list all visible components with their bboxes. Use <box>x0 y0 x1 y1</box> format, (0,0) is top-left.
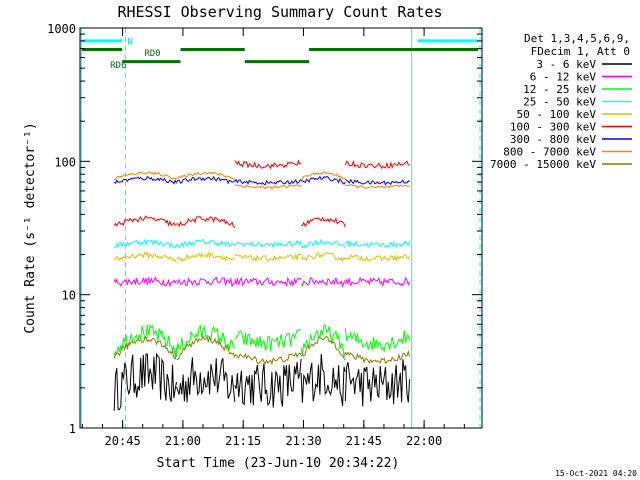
y-tick-label: 1 <box>69 422 76 436</box>
x-axis-label: Start Time (23-Jun-10 20:34:22) <box>157 456 400 471</box>
series-line-4-segment-5 <box>344 239 411 248</box>
series-line-3-segment-3 <box>234 328 302 352</box>
series-line-6-segment-3 <box>234 159 302 170</box>
series-line-1-segment-5 <box>344 359 411 407</box>
series-line-1-segment-1 <box>113 352 177 411</box>
series-line-5-segment-4 <box>300 252 346 263</box>
series-line-7-segment-4 <box>301 175 346 185</box>
series-line-4-segment-4 <box>300 238 346 249</box>
series-line-7-segment-5 <box>345 178 410 186</box>
series-line-2-segment-2 <box>176 276 236 288</box>
legend-header-line-1: Det 1,3,4,5,6,9, <box>524 32 630 45</box>
series-line-1-segment-4 <box>300 354 346 407</box>
series-line-8-segment-2 <box>176 171 236 180</box>
series-line-1-segment-3 <box>234 358 302 408</box>
series-line-7-segment-2 <box>176 175 236 185</box>
series-line-2-segment-5 <box>344 276 411 288</box>
legend-label-3: 12 - 25 keV <box>523 83 596 96</box>
legend-label-4: 25 - 50 keV <box>523 96 596 109</box>
annotation-rd0: RD0 <box>144 49 160 59</box>
plot-frame <box>79 27 483 429</box>
series-line-9-segment-3 <box>234 352 302 366</box>
series-line-4-segment-2 <box>176 238 236 249</box>
x-tick-label: 21:15 <box>225 434 261 448</box>
series-line-5-segment-1 <box>113 251 177 263</box>
series-line-7-segment-1 <box>113 176 177 185</box>
series-line-6-segment-1 <box>113 215 177 227</box>
series-line-5-segment-5 <box>344 253 411 262</box>
legend-label-2: 6 - 12 keV <box>530 71 597 84</box>
series-line-3-segment-2 <box>176 324 235 357</box>
series-line-2-segment-4 <box>300 276 346 288</box>
series-line-2-segment-1 <box>113 276 177 288</box>
series-line-6-segment-5 <box>344 159 410 170</box>
annotation-n: N <box>127 38 132 48</box>
series-line-9-segment-1 <box>113 335 177 360</box>
series-line-3-segment-1 <box>113 323 177 357</box>
series-line-9-segment-5 <box>344 349 411 365</box>
series-line-5-segment-2 <box>176 250 236 262</box>
series-line-9-segment-4 <box>300 335 346 361</box>
legend-label-5: 50 - 100 keV <box>517 108 597 121</box>
x-tick-label: 21:30 <box>285 434 321 448</box>
series-line-8-segment-4 <box>300 171 346 181</box>
series-line-6-segment-2 <box>176 215 236 229</box>
x-tick-label: 20:45 <box>105 434 141 448</box>
series-line-8-segment-1 <box>114 171 177 181</box>
series-line-4-segment-3 <box>234 239 302 250</box>
legend-label-8: 800 - 7000 keV <box>503 146 596 159</box>
series-line-4-segment-1 <box>113 238 177 249</box>
x-tick-label: 21:00 <box>165 434 201 448</box>
data-layer: N RD0 RD6 <box>80 28 481 428</box>
legend-label-7: 300 - 800 keV <box>510 133 596 146</box>
footer-timestamp: 15-Oct-2021 04:20 <box>555 469 637 478</box>
y-axis-label: Count Rate (s⁻¹ detector⁻¹) <box>23 122 38 333</box>
legend-header-line-2: FDecim 1, Att 0 <box>531 45 630 58</box>
x-tick-label: 22:00 <box>406 434 442 448</box>
series-line-7-segment-3 <box>234 178 302 186</box>
legend-label-1: 3 - 6 keV <box>536 58 596 71</box>
legend: Det 1,3,4,5,6,9, FDecim 1, Att 0 3 - 6 k… <box>490 32 632 171</box>
y-tick-label: 10 <box>62 289 76 303</box>
series-line-9-segment-2 <box>176 334 236 361</box>
y-tick-label: 1000 <box>47 22 76 36</box>
annotation-rd6: RD6 <box>110 61 126 71</box>
series-line-8-segment-3 <box>234 183 302 190</box>
legend-label-6: 100 - 300 keV <box>510 121 596 134</box>
series-line-5-segment-3 <box>234 253 302 263</box>
chart-title: RHESSI Observing Summary Count Rates <box>117 3 442 21</box>
series-line-1-segment-2 <box>176 357 236 403</box>
legend-label-9: 7000 - 15000 keV <box>490 158 596 171</box>
series-line-2-segment-3 <box>234 276 302 288</box>
series-line-3-segment-4 <box>300 324 346 358</box>
axis-layer: 20:45 21:00 21:15 21:30 21:45 22:00 1 10 100 1000 <box>47 22 482 448</box>
x-tick-label: 21:45 <box>346 434 382 448</box>
series-line-3-segment-5 <box>344 328 411 353</box>
series-line-8-segment-5 <box>345 183 410 189</box>
series-line-6-segment-4 <box>301 216 346 228</box>
y-tick-label: 100 <box>54 155 76 169</box>
